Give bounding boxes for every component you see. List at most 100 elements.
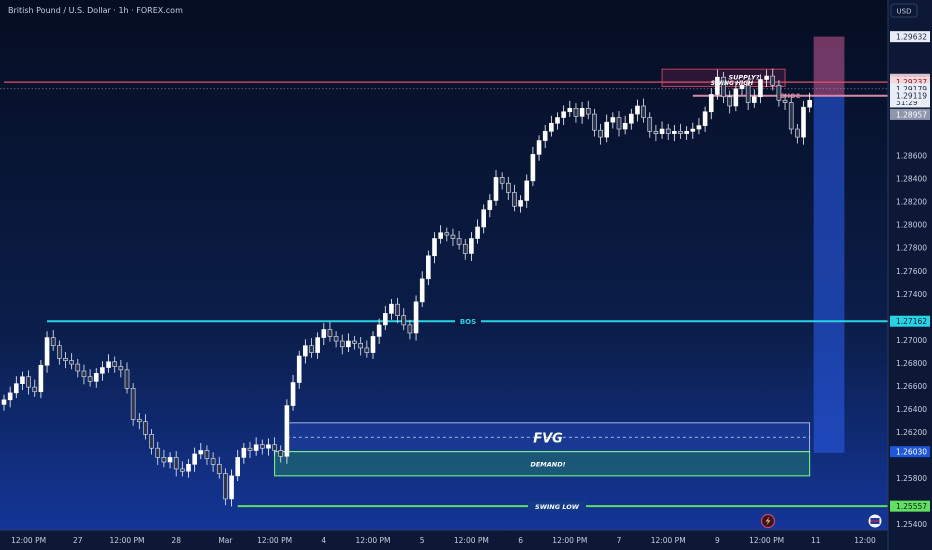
x-tick-label: 6	[518, 536, 523, 545]
candle-body	[272, 444, 277, 451]
candle-body	[469, 238, 474, 254]
candle-body	[327, 329, 333, 337]
y-tick-label: 1.28000	[896, 221, 927, 230]
candle-body	[186, 464, 191, 472]
candle-body	[75, 363, 81, 372]
candle-body	[610, 117, 616, 123]
candle-body	[44, 337, 50, 366]
candle-body	[192, 453, 197, 465]
y-tick-label: 1.26200	[896, 428, 927, 437]
price-label-bg	[890, 31, 930, 43]
x-tick-label: 9	[715, 536, 720, 545]
candle-body	[204, 450, 210, 459]
candle-body	[444, 232, 450, 236]
candle-body	[727, 96, 733, 107]
candle-body	[124, 369, 130, 389]
price-label-bg	[890, 96, 930, 108]
candle-body	[63, 358, 68, 361]
candle-body	[266, 444, 271, 449]
candle-body	[20, 376, 25, 384]
x-tick-label: 28	[171, 536, 181, 545]
x-tick-label: 11	[811, 536, 821, 545]
candle-body	[524, 180, 530, 201]
candle-body	[690, 128, 696, 132]
y-tick-label: 1.26400	[896, 405, 927, 414]
time-axis-background	[0, 530, 888, 550]
y-tick-label: 1.27600	[896, 267, 927, 276]
price-label-bg	[890, 500, 930, 512]
candle-body	[216, 464, 222, 474]
candle-body	[321, 329, 327, 338]
candle-body	[241, 447, 247, 458]
x-tick-label: 12:00 PM	[11, 536, 46, 545]
candle-body	[592, 113, 597, 131]
x-tick-label: 12:00 PM	[651, 536, 686, 545]
candle-body	[413, 301, 419, 334]
candle-body	[641, 105, 646, 118]
candle-body	[180, 468, 185, 472]
x-tick-label: 7	[617, 536, 622, 545]
candle-body	[450, 234, 456, 239]
candle-body	[721, 76, 726, 98]
candle-body	[770, 75, 776, 86]
x-tick-label: 12:00 PM	[749, 536, 784, 545]
candle-body	[161, 457, 167, 463]
candle-body	[32, 386, 38, 393]
candle-body	[647, 117, 653, 132]
candle-body	[788, 102, 794, 130]
candle-body	[635, 105, 640, 115]
x-tick-label: 12:00 PM	[552, 536, 587, 545]
candle-body	[130, 387, 136, 420]
candle-body	[549, 122, 554, 132]
candle-body	[149, 434, 154, 449]
flag-icon[interactable]	[868, 514, 882, 528]
candle-body	[315, 337, 320, 353]
x-tick-label: Mar	[218, 536, 233, 545]
candles-layer	[1, 68, 812, 507]
candle-body	[659, 128, 665, 134]
candle-body	[475, 226, 480, 239]
demand-zone	[274, 451, 811, 477]
y-tick-label: 1.27400	[896, 290, 927, 299]
candle-body	[173, 457, 179, 470]
candle-body	[419, 278, 425, 303]
projection-risk-box	[813, 36, 845, 96]
chart-title: British Pound / U.S. Dollar · 1h · FOREX…	[8, 6, 183, 15]
price-label-bg	[890, 315, 930, 327]
y-tick-label: 1.28600	[896, 152, 927, 161]
candle-body	[100, 367, 105, 374]
candle-body	[764, 75, 769, 80]
candle-body	[481, 209, 487, 228]
candle-body	[155, 447, 161, 458]
candle-body	[708, 94, 714, 113]
demand-label: DEMAND!	[530, 460, 565, 468]
candle-body	[567, 108, 573, 113]
candle-body	[14, 383, 19, 394]
y-tick-label: 1.27800	[896, 244, 927, 253]
candle-body	[462, 243, 468, 254]
candle-body	[290, 382, 296, 406]
candle-body	[628, 113, 634, 124]
candle-body	[555, 117, 560, 124]
candle-body	[426, 255, 431, 280]
price-label-bg	[890, 76, 930, 88]
x-axis: 12:00 PM 27 12:00 PM 28 Mar 12:00 PM 4 12:00 PM…	[11, 536, 876, 545]
lightning-icon[interactable]	[761, 514, 775, 528]
price-label-bg	[890, 446, 930, 458]
candle-body	[358, 343, 364, 349]
candle-body	[561, 111, 566, 118]
candle-body	[512, 192, 517, 207]
bos-label: BOS	[460, 318, 476, 326]
x-tick-label: 4	[321, 536, 326, 545]
candle-body	[782, 99, 788, 103]
projection-target-box	[813, 95, 845, 453]
candle-body	[696, 125, 702, 130]
currency-button[interactable]	[890, 3, 918, 18]
candle-body	[198, 450, 204, 455]
x-tick-label: 12:00 PM	[356, 536, 391, 545]
candle-body	[118, 366, 124, 371]
choc-label: CHOC	[780, 92, 801, 100]
candle-body	[210, 458, 216, 465]
bos-label-bg	[455, 316, 481, 327]
